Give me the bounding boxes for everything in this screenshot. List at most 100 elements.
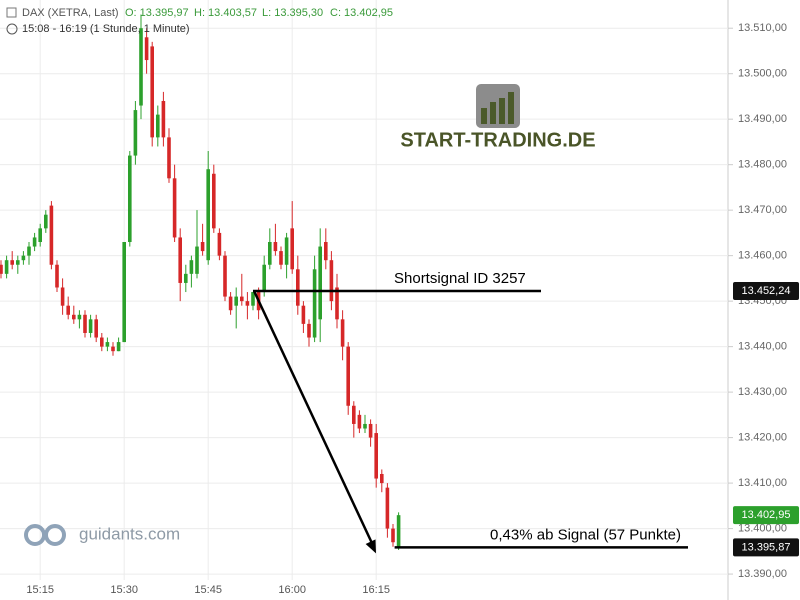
candle-body [318,246,322,320]
watermark-text: guidants.com [79,524,180,543]
candle-body [38,228,42,243]
x-tick-label: 16:15 [362,584,390,596]
candle-body [290,228,294,270]
candle-body [156,114,160,138]
candle-body [77,314,82,320]
candle-body [161,100,166,138]
candle-body [340,319,345,347]
candle-body [200,242,205,252]
y-tick-label: 13.480,00 [738,159,787,171]
candle-body [105,342,110,347]
candle-body [150,46,154,138]
candles [0,14,401,550]
header-subtitle: 15:08 - 16:19 (1 Stunde, 1 Minute) [22,23,190,35]
candle-body [301,305,306,324]
clock-icon [6,23,18,35]
logo: START-TRADING.DE [400,84,596,151]
candle-body [251,292,255,306]
y-tick-label: 13.510,00 [738,22,787,34]
candle-body [128,155,132,243]
candle-body [122,242,126,343]
candle-body [396,515,401,547]
price-label-box [733,281,799,300]
candle-body [16,260,20,265]
price-label: 13.402,95 [742,509,791,521]
arrow-head [365,539,376,554]
candle-body [228,296,233,311]
candle-body [240,296,244,302]
candle-body [32,237,37,247]
x-tick-label: 15:45 [194,584,222,596]
candle-body [206,169,210,261]
candle-body [178,237,182,283]
ohlc-label: L: 13.395,30 [262,7,323,19]
y-tick-label: 13.490,00 [738,113,787,125]
candle-body [346,346,350,406]
candle-body [184,273,188,283]
candle-body [111,346,115,352]
y-tick-label: 13.410,00 [738,477,787,489]
candle-body [279,251,283,265]
candle-body [144,37,149,61]
annotation: 0,43% ab Signal (57 Punkte) [490,526,681,543]
candle-body [66,305,70,315]
candle-body [391,528,395,543]
candle-body [217,232,222,256]
candle-body [189,260,194,274]
candle-body [139,28,143,106]
candle-body [324,242,328,261]
logo-bar [508,92,514,124]
candle-body [88,319,93,333]
candle-body [374,433,378,479]
candle-body [357,414,362,429]
x-tick-label: 16:00 [278,584,306,596]
candle-body [167,137,171,179]
annotation: Shortsignal ID 3257 [394,270,526,287]
candle-body [44,214,48,229]
candle-body [21,255,26,261]
candle-body [352,405,356,424]
y-tick-label: 13.390,00 [738,568,787,580]
logo-bar [481,108,487,124]
candle-body [234,296,238,306]
candle-body [284,237,289,265]
candle-body [172,178,177,238]
candle-body [312,269,317,338]
price-label: 13.452,24 [742,285,791,297]
y-tick-label: 13.400,00 [738,522,787,534]
header-title: DAX (XETRA, Last) [22,7,119,19]
candle-body [363,423,367,429]
price-label-box [733,538,799,557]
candle-body [27,246,31,256]
candle-body [72,314,76,320]
candle-body [0,264,3,274]
candle-body [83,314,87,333]
candle-body [245,301,250,306]
x-tick-label: 15:30 [110,584,138,596]
watermark-icon [44,524,66,546]
logo-bar [499,98,505,124]
arrow-shaft [252,290,375,546]
price-label: 13.395,87 [742,541,791,553]
y-tick-label: 13.430,00 [738,386,787,398]
candle-body [385,487,390,529]
header-icon [6,7,17,18]
y-tick-label: 13.470,00 [738,204,787,216]
y-tick-label: 13.500,00 [738,68,787,80]
candle-body [116,342,121,352]
candle-body [262,264,266,293]
y-tick-label: 13.420,00 [738,432,787,444]
price-label-box [733,506,799,525]
candle-body [100,337,104,347]
candle-body [10,260,14,265]
candle-body [49,205,54,265]
overlay: Shortsignal ID 3257 0,43% ab Signal (57 P… [252,270,799,557]
candle-body [60,287,65,306]
candle-body [55,264,59,288]
candle-body [195,246,199,274]
candle-body [273,242,278,252]
logo-text: START-TRADING.DE [400,129,595,151]
ohlc-label: H: 13.403,57 [194,7,257,19]
